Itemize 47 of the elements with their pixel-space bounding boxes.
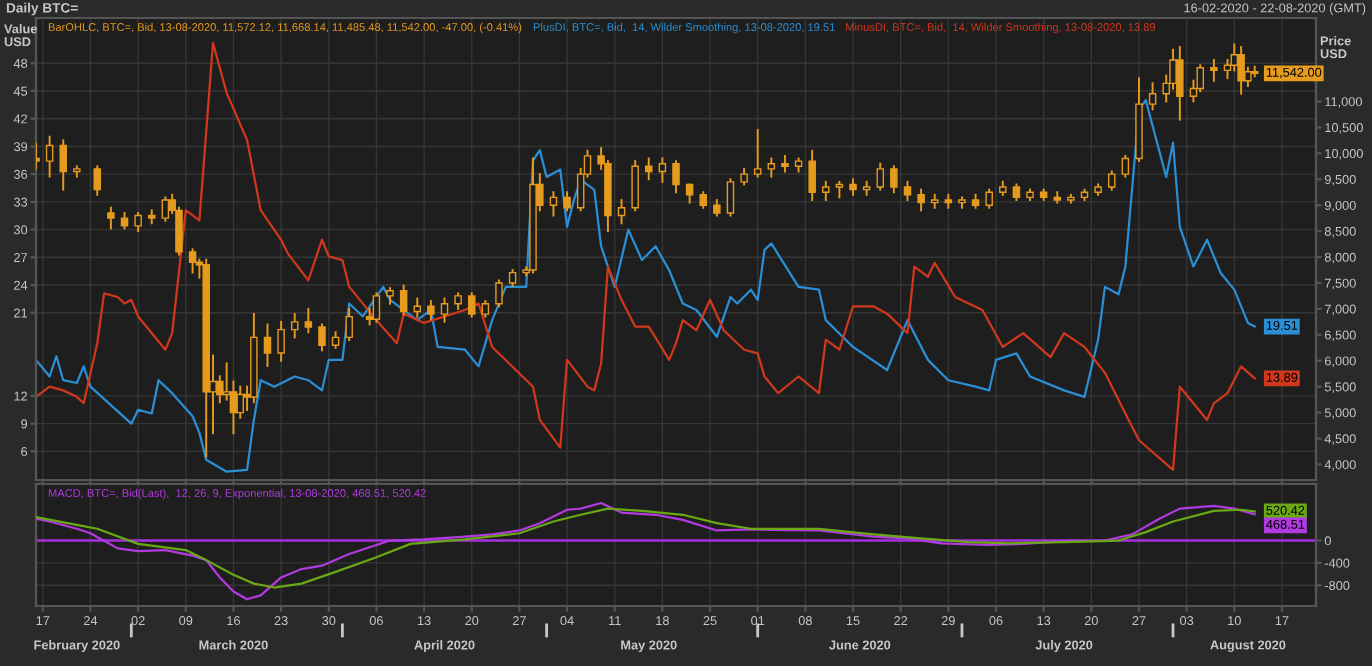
candlestick xyxy=(45,135,54,178)
candlestick xyxy=(290,313,299,339)
candlestick xyxy=(1210,59,1218,82)
candlestick xyxy=(563,191,571,212)
candlestick xyxy=(1121,154,1130,178)
candlestick xyxy=(1237,46,1245,95)
candlestick xyxy=(685,183,694,204)
candlestick xyxy=(372,292,381,323)
candlestick xyxy=(59,139,67,191)
candlestick xyxy=(236,385,245,419)
candlestick xyxy=(631,160,639,212)
candlestick xyxy=(658,157,667,183)
candlestick xyxy=(617,199,626,225)
candlestick xyxy=(107,206,115,230)
candlestick xyxy=(958,196,966,209)
candlestick xyxy=(345,307,353,341)
candlestick xyxy=(903,180,912,201)
candlestick xyxy=(73,165,81,178)
candlestick xyxy=(188,248,197,274)
candlestick xyxy=(890,165,898,194)
candlestick xyxy=(549,191,558,217)
candlestick xyxy=(1148,82,1157,111)
candlestick xyxy=(985,188,993,209)
candlestick xyxy=(134,211,142,233)
candlestick xyxy=(1176,46,1184,121)
candlestick xyxy=(822,180,830,201)
candlestick xyxy=(672,160,680,194)
candlestick xyxy=(1053,191,1062,204)
candlestick xyxy=(318,323,326,352)
candlestick xyxy=(263,323,272,367)
candlestick xyxy=(1107,170,1116,191)
candlestick xyxy=(726,178,735,217)
candlestick xyxy=(93,165,102,196)
candlestick xyxy=(767,157,776,178)
candlestick xyxy=(399,284,408,316)
candlestick xyxy=(495,279,503,308)
candlestick xyxy=(645,157,653,181)
candlestick xyxy=(440,297,449,323)
line-series xyxy=(36,507,1256,589)
candlestick xyxy=(277,320,285,362)
candlestick xyxy=(876,162,885,191)
candlestick xyxy=(304,307,313,334)
candlestick xyxy=(427,300,435,321)
candlestick xyxy=(753,129,762,178)
candlestick xyxy=(467,292,476,318)
candlestick xyxy=(917,188,925,212)
candlestick xyxy=(808,149,816,201)
